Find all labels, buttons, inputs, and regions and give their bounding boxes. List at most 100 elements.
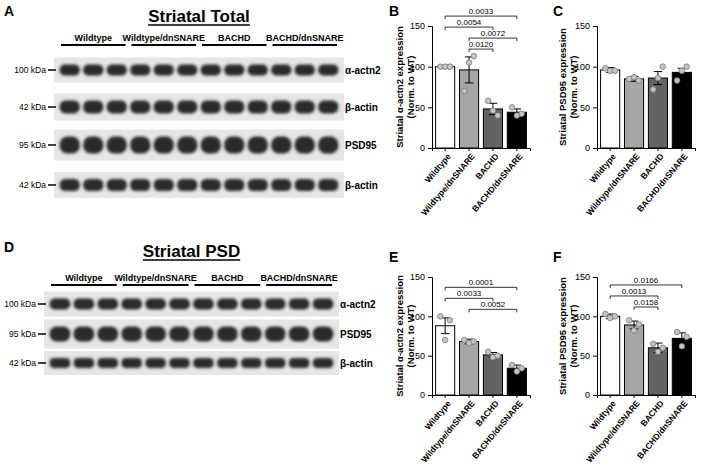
x-axis: WildtypeWildtype/dnSNAREBACHDBACHD/dnSNA… xyxy=(419,148,530,217)
band xyxy=(83,101,103,114)
p-value: 0.0033 xyxy=(457,289,482,298)
p-value: 0.0052 xyxy=(481,300,506,309)
x-tick-mark xyxy=(492,395,493,398)
band xyxy=(83,137,103,154)
band xyxy=(98,327,119,342)
y-tick-label: 0 xyxy=(420,390,425,400)
band xyxy=(130,101,150,114)
x-tick-mark xyxy=(634,395,635,398)
p-value: 0.0054 xyxy=(457,18,482,27)
group-bar xyxy=(132,44,197,46)
blot-background xyxy=(54,130,344,161)
group-label: Wildtype/dnSNARE xyxy=(123,33,205,43)
x-tick-label: Wildtype/dnSNARE xyxy=(584,398,642,464)
data-point xyxy=(650,341,656,347)
panel-letter: C xyxy=(553,3,563,19)
significance-bracket xyxy=(469,309,517,312)
marker-dash xyxy=(48,144,56,146)
y-tick-label: 150 xyxy=(410,272,425,282)
marker-label: 95 kDa xyxy=(19,140,46,150)
band xyxy=(98,358,119,368)
y-tick-label: 150 xyxy=(575,21,590,31)
bar xyxy=(672,72,691,148)
marker-label: 42 kDa xyxy=(19,102,46,112)
band xyxy=(177,101,197,114)
data-point xyxy=(674,78,680,84)
panel-letter: D xyxy=(4,239,14,255)
bar-chart: 050100150WildtypeWildtype/dnSNAREBACHDBA… xyxy=(553,3,696,217)
y-tick: 150 xyxy=(410,21,432,31)
band xyxy=(201,101,221,114)
marker-label: 95 kDa xyxy=(9,329,36,339)
band xyxy=(289,299,310,310)
x-tick: Wildtype/dnSNARE xyxy=(584,148,642,217)
band xyxy=(265,358,286,368)
x-axis-line xyxy=(433,149,531,152)
band xyxy=(121,299,142,310)
y-tick-label: 0 xyxy=(585,143,590,153)
y-tick-label: 0 xyxy=(585,390,590,400)
marker-dash xyxy=(48,106,56,108)
band-row xyxy=(50,327,334,342)
bar xyxy=(648,78,667,148)
band xyxy=(313,358,334,368)
bar xyxy=(601,70,620,148)
band xyxy=(107,137,127,154)
title-underline xyxy=(148,24,250,26)
data-point xyxy=(447,317,453,323)
panel-letter: A xyxy=(4,3,14,19)
p-value: 0.0166 xyxy=(634,276,659,285)
band xyxy=(217,299,238,310)
data-point xyxy=(442,337,448,343)
group-label: BACHD/dnSNARE xyxy=(260,273,338,283)
y-tick: 0 xyxy=(420,143,432,153)
x-tick: BACHD/dnSNARE xyxy=(635,148,690,214)
group-bar xyxy=(51,284,117,286)
data-point xyxy=(636,78,642,84)
y-tick-label: 50 xyxy=(415,103,425,113)
y-tick: 50 xyxy=(580,351,597,361)
band xyxy=(271,137,291,154)
band xyxy=(217,358,238,368)
data-point xyxy=(655,75,661,81)
panel-letter: E xyxy=(389,249,398,265)
band xyxy=(177,65,197,76)
plot-area xyxy=(601,64,692,148)
y-tick-mark xyxy=(428,148,432,149)
band xyxy=(50,299,71,310)
bar xyxy=(507,112,526,148)
band xyxy=(60,179,80,191)
p-value: 0.0001 xyxy=(469,278,494,287)
band xyxy=(60,137,80,154)
y-tick-label: 150 xyxy=(410,21,425,31)
data-point xyxy=(461,88,467,94)
band xyxy=(169,358,190,368)
band xyxy=(74,327,95,342)
marker-dash xyxy=(48,184,56,186)
protein-label: β-actin xyxy=(340,358,373,369)
data-point xyxy=(679,343,685,349)
band xyxy=(193,358,214,368)
band xyxy=(271,101,291,114)
y-axis-line xyxy=(593,278,598,396)
significance-bracket xyxy=(445,27,493,30)
bar xyxy=(624,325,643,395)
x-tick: Wildtype/dnSNARE xyxy=(419,395,477,464)
data-point xyxy=(674,329,680,335)
band xyxy=(145,299,166,310)
band xyxy=(318,65,338,76)
y-axis-line xyxy=(593,27,598,149)
data-point xyxy=(495,113,501,119)
data-point xyxy=(603,311,609,317)
x-tick-mark xyxy=(634,148,635,151)
bar xyxy=(436,67,455,148)
x-axis-line xyxy=(598,396,696,399)
band xyxy=(318,101,338,114)
bar-chart: 050100150WildtypeWildtype/dnSNAREBACHDBA… xyxy=(553,249,696,464)
x-tick: Wildtype/dnSNARE xyxy=(584,395,642,464)
x-tick-label: BACHD/dnSNARE xyxy=(470,151,525,214)
band xyxy=(295,137,315,154)
y-tick-label: 50 xyxy=(580,351,590,361)
band-row xyxy=(60,65,339,76)
y-tick: 0 xyxy=(585,390,597,400)
